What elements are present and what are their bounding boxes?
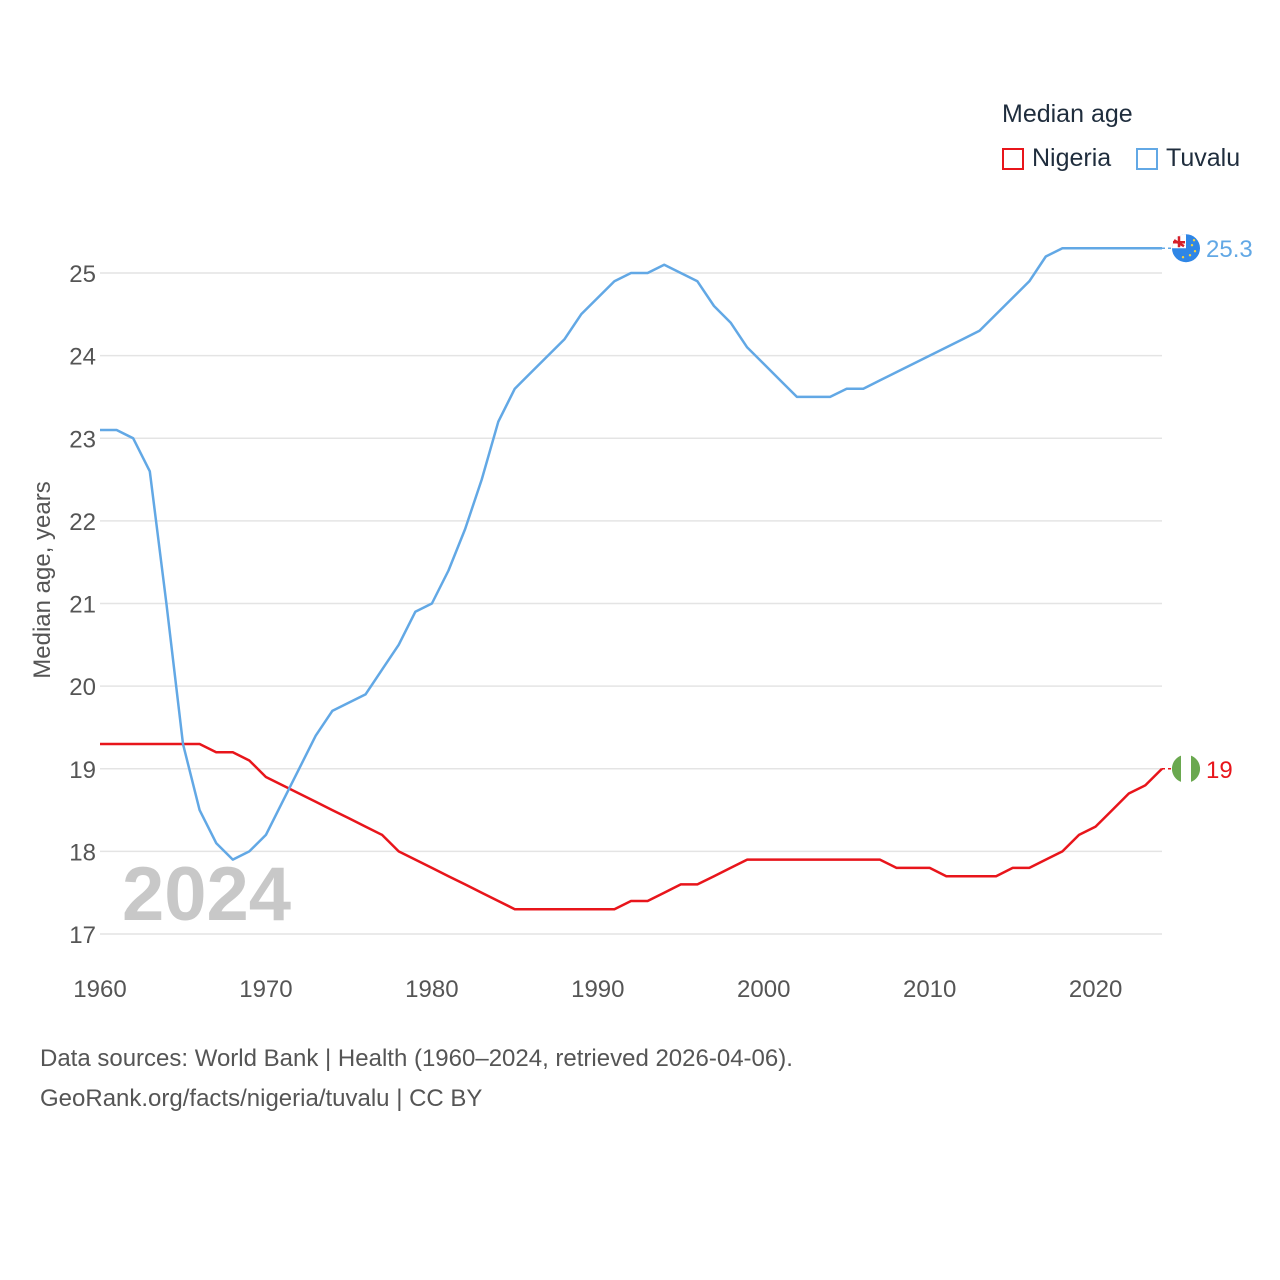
legend-item-tuvalu[interactable]: Tuvalu: [1136, 144, 1240, 173]
y-tick-label: 21: [69, 592, 96, 619]
tuvalu-flag-star: [1192, 239, 1196, 242]
tuvalu-flag-star: [1188, 254, 1192, 257]
y-tick-label: 25: [69, 261, 96, 288]
legend-item-nigeria[interactable]: Nigeria: [1002, 144, 1111, 173]
legend-swatch-nigeria: [1002, 147, 1024, 170]
y-tick-label: 24: [69, 344, 96, 371]
end-value-label-nigeria: 19: [1206, 757, 1233, 784]
footer-link[interactable]: GeoRank.org/facts/nigeria/tuvalu | CC BY: [40, 1085, 483, 1112]
legend-label-nigeria: Nigeria: [1032, 144, 1112, 172]
y-tick-label: 18: [69, 839, 96, 866]
series-line-tuvalu: [100, 246, 1162, 861]
tuvalu-flag-star: [1193, 250, 1197, 253]
x-tick-label: 2020: [1069, 976, 1122, 1003]
footer-sources: Data sources: World Bank | Health (1960–…: [40, 1045, 793, 1072]
nigeria-flag-green-left: [1171, 755, 1181, 782]
x-tick-label: 2010: [903, 976, 956, 1003]
year-watermark: 2024: [122, 852, 291, 937]
x-tick-label: 2000: [737, 976, 790, 1003]
x-tick-label: 1960: [73, 976, 126, 1003]
y-axis-label: Median age, years: [29, 481, 56, 678]
y-tick-label: 22: [69, 509, 96, 536]
y-tick-label: 23: [69, 426, 96, 453]
grid-lines: [100, 272, 1162, 935]
series-lines: [100, 246, 1163, 911]
y-tick-label: 20: [69, 674, 96, 701]
tuvalu-flag-cross: [1173, 236, 1185, 248]
end-markers: 19 25.3: [1162, 234, 1253, 784]
x-tick-label: 1980: [405, 976, 458, 1003]
tuvalu-flag-star: [1190, 244, 1194, 247]
x-tick-label: 1990: [571, 976, 624, 1003]
legend-label-tuvalu: Tuvalu: [1166, 144, 1241, 172]
y-tick-label: 19: [69, 757, 96, 784]
nigeria-flag-green-right: [1191, 755, 1201, 782]
x-tick-label: 1970: [239, 976, 292, 1003]
end-value-label-tuvalu: 25.3: [1206, 236, 1253, 263]
legend-swatch-tuvalu: [1136, 147, 1158, 170]
legend-title: Median age: [1002, 100, 1133, 128]
series-line-nigeria: [100, 742, 1163, 911]
y-tick-label: 17: [69, 922, 96, 949]
y-axis-ticks: 17 18 19 20 21 22 23 24 25: [69, 261, 96, 949]
tuvalu-flag-star: [1181, 256, 1185, 259]
x-axis-ticks: 1960 1970 1980 1990 2000 2010 2020: [73, 976, 1122, 1003]
